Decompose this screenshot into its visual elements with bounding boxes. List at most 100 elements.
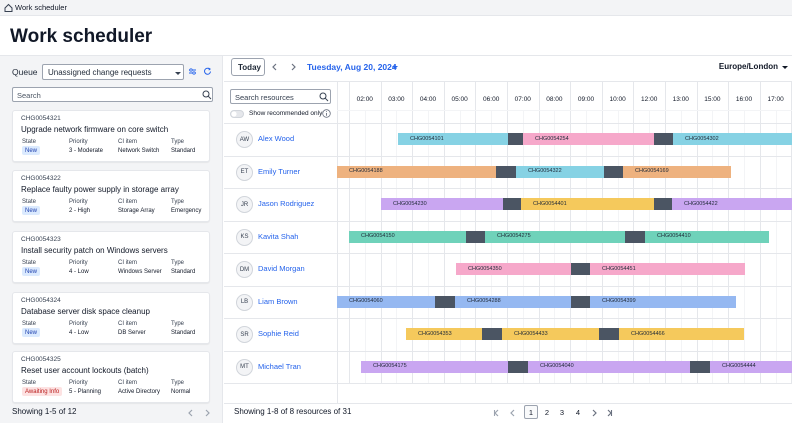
task-bar[interactable]: CHG0054350 xyxy=(456,263,571,276)
task-bar[interactable]: CHG0054169 xyxy=(623,165,731,178)
hour-label: 15:00 xyxy=(704,96,721,103)
resource-name[interactable]: Alex Wood xyxy=(258,134,295,144)
date-picker[interactable]: Tuesday, Aug 20, 2024 xyxy=(307,62,397,72)
task-bar[interactable]: CHG0054451 xyxy=(590,263,745,276)
grid-header-line xyxy=(224,81,792,82)
resource-name[interactable]: David Morgan xyxy=(258,264,305,274)
field-value: Standard xyxy=(171,269,196,275)
page-button[interactable]: 1 xyxy=(524,405,538,419)
task-label: CHG0054399 xyxy=(602,298,636,305)
hour-label: 17:00 xyxy=(767,96,784,103)
first-page[interactable] xyxy=(492,408,502,418)
task-label: CHG0054169 xyxy=(635,168,669,175)
row-line xyxy=(224,350,792,352)
request-card[interactable]: CHG0054322 Replace faulty power supply in… xyxy=(12,170,210,222)
task-bar[interactable]: CHG0054188 xyxy=(337,165,496,178)
avatar: SR xyxy=(236,326,253,344)
task-bar[interactable]: CHG0054353 xyxy=(406,328,482,341)
card-number: CHG0054325 xyxy=(21,356,61,363)
queue-select[interactable]: Unassigned change requests xyxy=(42,64,184,80)
field-value: Windows Server xyxy=(118,269,162,275)
row-line xyxy=(224,155,792,157)
hour-label: 06:00 xyxy=(483,96,500,103)
field-value: DB Server xyxy=(118,330,146,336)
request-card[interactable]: CHG0054325 Reset user account lockouts (b… xyxy=(12,351,210,403)
resource-name[interactable]: Kavita Shah xyxy=(258,231,299,241)
recommended-label: Show recommended only xyxy=(249,110,323,117)
page-button[interactable]: 2 xyxy=(540,405,554,419)
buffer-block xyxy=(482,328,502,341)
task-bar[interactable]: CHG0054401 xyxy=(521,198,654,211)
task-bar[interactable]: CHG0054175 xyxy=(361,360,508,373)
page-button[interactable]: 3 xyxy=(555,405,569,419)
task-bar[interactable]: CHG0054275 xyxy=(485,230,625,243)
resource-name[interactable]: Sophie Reid xyxy=(258,329,299,339)
resource-name[interactable]: Jason Rodriguez xyxy=(258,199,315,209)
field-label: Priority xyxy=(69,139,88,145)
buffer-block xyxy=(690,360,710,373)
task-bar[interactable]: CHG0054040 xyxy=(528,360,690,373)
page-button[interactable]: 4 xyxy=(571,405,585,419)
task-bar[interactable]: CHG0054060 xyxy=(337,295,435,308)
prev-page[interactable] xyxy=(508,408,518,418)
today-button[interactable]: Today xyxy=(231,58,265,76)
queue-next[interactable] xyxy=(202,408,212,418)
row-line xyxy=(224,188,792,189)
refresh-icon[interactable] xyxy=(203,67,212,76)
buffer-block xyxy=(508,133,523,146)
avatar: AW xyxy=(236,131,253,149)
prev-day[interactable] xyxy=(270,62,280,72)
task-bar[interactable]: CHG0054288 xyxy=(455,295,571,308)
select-caret xyxy=(175,72,181,75)
queue-footer: Showing 1-5 of 12 xyxy=(12,407,77,416)
timezone[interactable]: Europe/London xyxy=(718,62,778,71)
field-label: CI item xyxy=(118,321,138,327)
task-bar[interactable]: CHG0054410 xyxy=(645,230,769,243)
next-page[interactable] xyxy=(589,408,599,418)
field-value: 3 - Moderate xyxy=(69,148,104,154)
task-bar[interactable]: CHG0054399 xyxy=(590,295,736,308)
task-bar[interactable]: CHG0054230 xyxy=(381,198,503,211)
filter-icon[interactable] xyxy=(188,67,197,76)
task-bar[interactable]: CHG0054466 xyxy=(619,328,744,341)
task-bar[interactable]: CHG0054322 xyxy=(516,165,604,178)
state-value: New xyxy=(25,329,38,336)
request-card[interactable]: CHG0054324 Database server disk space cle… xyxy=(12,292,210,344)
recommended-toggle[interactable] xyxy=(230,110,244,118)
row-line xyxy=(224,220,792,222)
page-number: 3 xyxy=(559,407,565,417)
task-label: CHG0054322 xyxy=(528,168,562,175)
avatar-initials: MT xyxy=(240,364,249,371)
half-hour-line xyxy=(680,110,682,383)
resource-name[interactable]: Michael Tran xyxy=(258,361,301,371)
today-label: Today xyxy=(238,63,261,72)
next-day[interactable] xyxy=(288,62,298,72)
task-bar[interactable]: CHG0054302 xyxy=(673,133,792,146)
last-page[interactable] xyxy=(604,408,614,418)
task-bar[interactable]: CHG0054444 xyxy=(710,360,792,373)
task-bar[interactable]: CHG0054150 xyxy=(349,230,466,243)
field-label: Type xyxy=(171,260,185,266)
resource-footer: Showing 1-8 of 8 resources of 31 xyxy=(234,407,352,416)
queue-prev[interactable] xyxy=(186,408,196,418)
task-label: CHG0054188 xyxy=(349,168,383,175)
avatar: JR xyxy=(236,196,253,214)
task-bar[interactable]: CHG0054433 xyxy=(502,328,599,341)
task-bar[interactable]: CHG0054101 xyxy=(398,133,508,146)
row-line xyxy=(224,318,792,319)
field-label: Type xyxy=(171,199,185,205)
queue-search-placeholder: Search xyxy=(17,90,41,100)
task-label: CHG0054350 xyxy=(468,265,502,272)
resource-name[interactable]: Emily Turner xyxy=(258,166,301,176)
half-hour-line xyxy=(459,110,461,383)
task-bar[interactable]: CHG0054422 xyxy=(672,198,792,211)
request-card[interactable]: CHG0054323 Install security patch on Wind… xyxy=(12,231,210,283)
resource-search[interactable]: Search resources xyxy=(230,89,331,104)
row-line xyxy=(224,253,792,254)
info-icon xyxy=(322,109,331,118)
request-card[interactable]: CHG0054321 Upgrade network firmware on co… xyxy=(12,110,210,162)
resource-name[interactable]: Liam Brown xyxy=(258,296,298,306)
task-bar[interactable]: CHG0054254 xyxy=(523,133,654,146)
queue-search[interactable]: Search xyxy=(12,87,213,102)
